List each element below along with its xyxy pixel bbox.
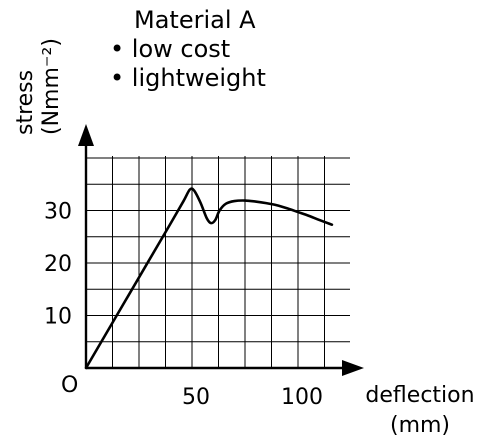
note-lightweight: • lightweight	[110, 64, 266, 92]
y-axis-arrow-icon	[78, 124, 94, 146]
x-tick-label: 50	[182, 385, 210, 410]
y-axis-label-name: stress	[13, 70, 38, 135]
y-tick-label: 30	[44, 200, 72, 225]
note-low-cost: • low cost	[110, 35, 231, 63]
origin-label: O	[61, 373, 78, 398]
series-line-material-a	[84, 187, 334, 370]
y-tick-label: 20	[44, 252, 72, 277]
chart-title-block: Material A • low cost • lightweight	[110, 6, 266, 93]
y-tick-label: 10	[44, 305, 72, 330]
x-axis-label-name: deflection	[365, 383, 474, 408]
chart-title: Material A	[134, 6, 256, 34]
x-axis-arrow-icon	[342, 360, 364, 376]
tick-labels: 50 100 10 20 30	[44, 200, 323, 411]
y-axis-label: stress (Nmm⁻²)	[13, 38, 64, 135]
x-tick-label: 100	[281, 385, 323, 410]
y-axis-label-unit: (Nmm⁻²)	[39, 38, 64, 135]
grid	[86, 156, 350, 368]
axes	[78, 124, 364, 376]
x-axis-label-unit: (mm)	[390, 413, 450, 438]
